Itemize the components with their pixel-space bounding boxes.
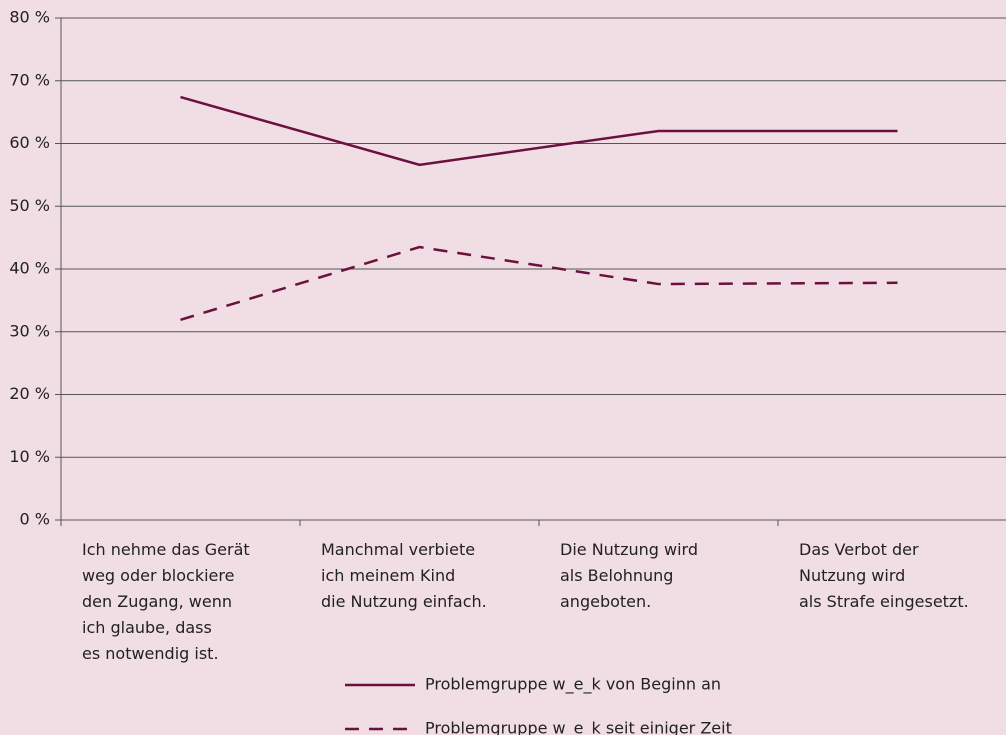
series-line bbox=[180, 95, 898, 167]
x-tick-label-line: weg oder blockiere bbox=[82, 566, 234, 585]
x-tick-label: Das Verbot der Nutzung wird als Strafe ein… bbox=[799, 540, 969, 611]
x-tick-label-line: es notwendig ist. bbox=[82, 644, 219, 663]
y-tick-label: 40 % bbox=[9, 259, 50, 278]
y-tick-label: 80 % bbox=[9, 8, 50, 27]
x-tick-label: Die Nutzung wird als Belohnung angeboten. bbox=[560, 540, 698, 611]
y-tick-label: 70 % bbox=[9, 70, 50, 89]
x-tick-label-line: als Strafe eingesetzt. bbox=[799, 592, 969, 611]
x-tick-label-line: Ich nehme das Gerät bbox=[82, 540, 250, 559]
y-tick-label: 20 % bbox=[9, 384, 50, 403]
x-tick-label: Manchmal verbiete ich meinem Kind die Nutz… bbox=[321, 540, 487, 611]
x-tick-label-line: angeboten. bbox=[560, 592, 651, 611]
x-tick-label-line: Die Nutzung wird bbox=[560, 540, 698, 559]
y-tick-label: 0 % bbox=[20, 510, 50, 529]
x-tick-label-line: den Zugang, wenn bbox=[82, 592, 232, 611]
y-tick-label: 60 % bbox=[9, 133, 50, 152]
legend-label: Problemgruppe w_e_k seit einiger Zeit bbox=[425, 719, 732, 735]
y-tick-label: 30 % bbox=[9, 321, 50, 340]
x-tick-label-line: Manchmal verbiete bbox=[321, 540, 475, 559]
x-tick-label-line: Das Verbot der bbox=[799, 540, 919, 559]
y-tick-label: 10 % bbox=[9, 447, 50, 466]
x-tick-label-line: Nutzung wird bbox=[799, 566, 905, 585]
x-tick-label-line: als Belohnung bbox=[560, 566, 673, 585]
series-line bbox=[180, 245, 898, 322]
x-tick-label-line: die Nutzung einfach. bbox=[321, 592, 487, 611]
x-tick-label-line: ich meinem Kind bbox=[321, 566, 455, 585]
legend-label: Problemgruppe w_e_k von Beginn an bbox=[425, 675, 721, 695]
x-tick-label-line: ich glaube, dass bbox=[82, 618, 212, 637]
y-tick-label: 50 % bbox=[9, 196, 50, 215]
x-tick-label: Ich nehme das Gerät weg oder blockiere den… bbox=[82, 540, 250, 663]
